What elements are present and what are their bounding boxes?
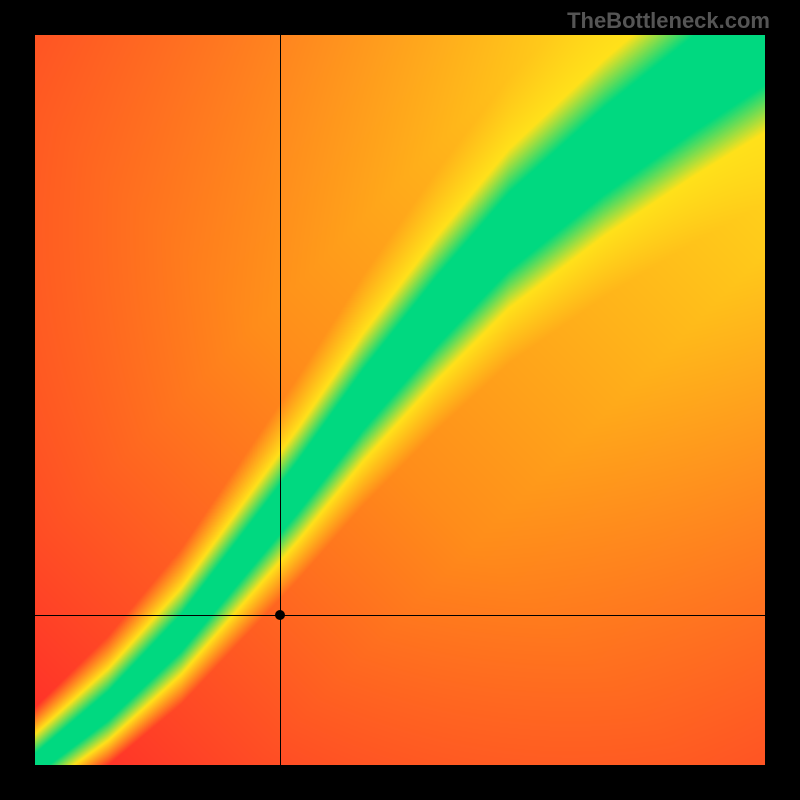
heatmap-canvas [35, 35, 765, 765]
bottleneck-heatmap [35, 35, 765, 765]
watermark-text: TheBottleneck.com [567, 8, 770, 34]
